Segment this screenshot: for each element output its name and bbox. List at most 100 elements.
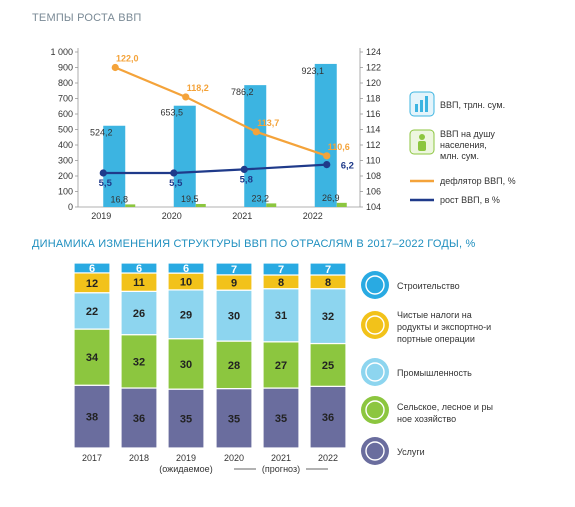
tree-icon: [361, 396, 389, 424]
left-tick-label: 0: [68, 202, 73, 212]
bottom-x-tick-label: 2017: [82, 453, 102, 463]
gdp-bar: [103, 125, 126, 207]
left-tick-label: 500: [58, 125, 73, 135]
gdp-bar: [244, 85, 267, 207]
deflator-point: [111, 63, 119, 72]
person-icon: [419, 134, 425, 140]
right-tick-label: 120: [366, 78, 381, 88]
expected-note: (ожидаемое): [159, 464, 212, 474]
stack-segment-label: 30: [228, 311, 240, 323]
tools-icon: [361, 437, 389, 465]
stack-segment: [73, 328, 111, 386]
stack-segment: [215, 340, 253, 390]
per-capita-bar: [336, 202, 347, 207]
stack-segment: [167, 262, 205, 274]
deflator-point: [323, 152, 331, 160]
stack-segment-label: 32: [133, 356, 145, 368]
bottom-x-tick-label: 2020: [224, 453, 244, 463]
left-tick-label: 400: [58, 140, 73, 150]
left-tick-label: 300: [58, 156, 73, 166]
growth-point: [99, 169, 107, 177]
tax-icon: [365, 315, 385, 335]
top-chart-title: ТЕМПЫ РОСТА ВВП: [32, 12, 142, 24]
growth-label: 5,8: [240, 174, 253, 185]
growth-label: 6,2: [341, 161, 354, 172]
gdp-icon: [425, 96, 428, 112]
stack-segment: [262, 262, 300, 276]
left-tick-label: 900: [58, 63, 73, 73]
gdp-icon: [420, 100, 423, 112]
legend-taxes-label: Чистые налоги на: [397, 310, 472, 320]
stack-segment-label: 30: [180, 359, 192, 371]
stack-segment-label: 28: [228, 360, 240, 372]
stack-segment-label: 36: [133, 413, 145, 425]
x-tick-label: 2022: [303, 211, 323, 221]
growth-point: [323, 161, 331, 169]
legend-agriculture-label: ное хозяйство: [397, 414, 456, 424]
per-capita-bar-label: 16,8: [110, 194, 128, 204]
forecast-note: (прогноз): [262, 464, 300, 474]
stack-segment: [120, 334, 158, 389]
gdp-bar-label: 524,2: [90, 128, 113, 138]
stack-segment-label: 35: [180, 414, 192, 426]
right-tick-label: 106: [366, 187, 381, 197]
legend-gdp-label: ВВП, трлн. сум.: [440, 100, 505, 110]
right-tick-label: 124: [366, 47, 381, 57]
stack-segment-label: 31: [275, 310, 287, 322]
legend-per-capita-label: ВВП на душу: [440, 129, 495, 139]
legend-growth-label: рост ВВП, в %: [440, 195, 500, 205]
right-tick-label: 112: [366, 140, 380, 150]
tax-icon: [361, 311, 389, 339]
stack-segment-label: 7: [325, 264, 331, 276]
stack-segment-label: 36: [322, 412, 334, 424]
deflator-line: [114, 66, 328, 157]
stack-segment: [262, 387, 300, 449]
gdp-icon: [415, 104, 418, 112]
stack-segment-label: 6: [183, 263, 189, 275]
legend-construction-label: Строительство: [397, 281, 460, 291]
stack-segment: [167, 338, 205, 390]
per-capita-bar-label: 23,2: [251, 193, 269, 203]
gear-icon: [361, 358, 389, 386]
stack-segment-label: 22: [86, 306, 98, 318]
stack-segment-label: 35: [228, 413, 240, 425]
deflator-point: [252, 128, 260, 136]
growth-point: [240, 165, 248, 173]
person-icon: [418, 141, 426, 151]
left-tick-label: 600: [58, 109, 73, 119]
stack-segment: [215, 289, 253, 342]
per-capita-bar: [125, 204, 136, 207]
bottom-chart-title: ДИНАМИКА ИЗМЕНЕНИЯ СТРУКТУРЫ ВВП ПО ОТРА…: [32, 238, 476, 250]
right-tick-label: 110: [366, 156, 380, 166]
stack-segment: [309, 262, 347, 276]
stack-segment: [262, 288, 300, 343]
gdp-bar-label: 923,1: [301, 66, 324, 76]
bottom-x-tick-label: 2018: [129, 453, 149, 463]
deflator-label: 113,7: [257, 118, 279, 128]
right-tick-label: 108: [366, 171, 381, 181]
stack-segment: [120, 387, 158, 449]
deflator-label: 118,2: [187, 83, 209, 93]
legend-per-capita-label: млн. сум.: [440, 151, 479, 161]
stack-segment: [215, 262, 253, 276]
stack-segment-label: 7: [278, 264, 284, 276]
gdp-bar: [314, 63, 337, 208]
bottom-x-tick-label: 2021: [271, 453, 291, 463]
gdp-bar-label: 653,5: [160, 108, 183, 118]
tree-icon: [365, 400, 385, 420]
stack-segment: [309, 288, 347, 345]
per-capita-bar: [266, 203, 277, 207]
legend-services-label: Услуги: [397, 447, 425, 457]
left-tick-label: 700: [58, 94, 73, 104]
legend-agriculture-label: Сельское, лесное и ры: [397, 402, 493, 412]
stack-segment-label: 10: [180, 277, 192, 289]
growth-label: 5,5: [169, 178, 183, 189]
stack-segment: [167, 388, 205, 449]
right-tick-label: 118: [366, 94, 380, 104]
left-tick-label: 200: [58, 171, 73, 181]
crane-icon: [361, 271, 389, 299]
stack-segment: [167, 289, 205, 340]
growth-line: [103, 163, 327, 175]
stack-segment: [73, 384, 111, 449]
stack-segment-label: 8: [278, 277, 284, 289]
